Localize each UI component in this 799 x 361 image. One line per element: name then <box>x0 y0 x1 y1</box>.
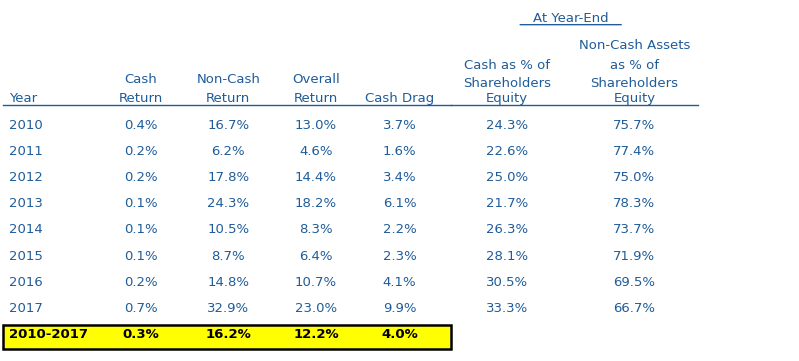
Text: 3.7%: 3.7% <box>383 119 416 132</box>
Text: 9.9%: 9.9% <box>383 302 416 315</box>
Text: 2010-2017: 2010-2017 <box>10 328 89 341</box>
Text: Shareholders: Shareholders <box>590 77 678 90</box>
Text: 23.0%: 23.0% <box>295 302 337 315</box>
Text: 2017: 2017 <box>10 302 43 315</box>
Text: 75.7%: 75.7% <box>614 119 655 132</box>
Text: 0.4%: 0.4% <box>124 119 157 132</box>
Text: 24.3%: 24.3% <box>207 197 249 210</box>
Text: 71.9%: 71.9% <box>614 250 655 263</box>
Text: 6.4%: 6.4% <box>299 250 332 263</box>
FancyBboxPatch shape <box>3 325 451 349</box>
Text: 2014: 2014 <box>10 223 43 236</box>
Text: 2016: 2016 <box>10 276 43 289</box>
Text: Return: Return <box>206 92 250 105</box>
Text: Cash: Cash <box>125 73 157 86</box>
Text: 6.2%: 6.2% <box>212 145 245 158</box>
Text: 14.4%: 14.4% <box>295 171 337 184</box>
Text: 0.7%: 0.7% <box>124 302 157 315</box>
Text: 2013: 2013 <box>10 197 43 210</box>
Text: Cash as % of: Cash as % of <box>464 59 550 72</box>
Text: 0.3%: 0.3% <box>122 328 159 341</box>
Text: 14.8%: 14.8% <box>207 276 249 289</box>
Text: 21.7%: 21.7% <box>486 197 528 210</box>
Text: Overall: Overall <box>292 73 340 86</box>
Text: Return: Return <box>118 92 163 105</box>
Text: 6.1%: 6.1% <box>383 197 416 210</box>
Text: 73.7%: 73.7% <box>614 223 655 236</box>
Text: 30.5%: 30.5% <box>486 276 528 289</box>
Text: Cash Drag: Cash Drag <box>365 92 434 105</box>
Text: 2012: 2012 <box>10 171 43 184</box>
Text: 25.0%: 25.0% <box>486 171 528 184</box>
Text: 2.3%: 2.3% <box>383 250 416 263</box>
Text: 10.5%: 10.5% <box>207 223 249 236</box>
Text: 4.1%: 4.1% <box>383 276 416 289</box>
Text: 2.2%: 2.2% <box>383 223 416 236</box>
Text: 77.4%: 77.4% <box>614 145 655 158</box>
Text: 1.6%: 1.6% <box>383 145 416 158</box>
Text: as % of: as % of <box>610 59 659 72</box>
Text: 2011: 2011 <box>10 145 43 158</box>
Text: 28.1%: 28.1% <box>486 250 528 263</box>
Text: 16.2%: 16.2% <box>205 328 251 341</box>
Text: 69.5%: 69.5% <box>614 276 655 289</box>
Text: 3.4%: 3.4% <box>383 171 416 184</box>
Text: Non-Cash: Non-Cash <box>197 73 260 86</box>
Text: 0.1%: 0.1% <box>124 250 157 263</box>
Text: 26.3%: 26.3% <box>486 223 528 236</box>
Text: 66.7%: 66.7% <box>614 302 655 315</box>
Text: 13.0%: 13.0% <box>295 119 337 132</box>
Text: 10.7%: 10.7% <box>295 276 337 289</box>
Text: 2010: 2010 <box>10 119 43 132</box>
Text: 0.1%: 0.1% <box>124 223 157 236</box>
Text: 0.2%: 0.2% <box>124 276 157 289</box>
Text: At Year-End: At Year-End <box>533 12 609 25</box>
Text: 33.3%: 33.3% <box>486 302 528 315</box>
Text: Return: Return <box>294 92 338 105</box>
Text: 8.7%: 8.7% <box>212 250 245 263</box>
Text: 16.7%: 16.7% <box>207 119 249 132</box>
Text: Year: Year <box>10 92 38 105</box>
Text: 17.8%: 17.8% <box>207 171 249 184</box>
Text: 18.2%: 18.2% <box>295 197 337 210</box>
Text: 12.2%: 12.2% <box>293 328 339 341</box>
Text: 22.6%: 22.6% <box>486 145 528 158</box>
Text: 4.6%: 4.6% <box>299 145 332 158</box>
Text: 78.3%: 78.3% <box>614 197 655 210</box>
Text: 0.2%: 0.2% <box>124 171 157 184</box>
Text: 4.0%: 4.0% <box>381 328 418 341</box>
Text: Equity: Equity <box>486 92 528 105</box>
Text: 0.1%: 0.1% <box>124 197 157 210</box>
Text: 0.2%: 0.2% <box>124 145 157 158</box>
Text: 2015: 2015 <box>10 250 43 263</box>
Text: 8.3%: 8.3% <box>299 223 332 236</box>
Text: Non-Cash Assets: Non-Cash Assets <box>578 39 690 52</box>
Text: Shareholders: Shareholders <box>463 77 551 90</box>
Text: 32.9%: 32.9% <box>207 302 249 315</box>
Text: Equity: Equity <box>614 92 655 105</box>
Text: 75.0%: 75.0% <box>614 171 655 184</box>
Text: 24.3%: 24.3% <box>486 119 528 132</box>
